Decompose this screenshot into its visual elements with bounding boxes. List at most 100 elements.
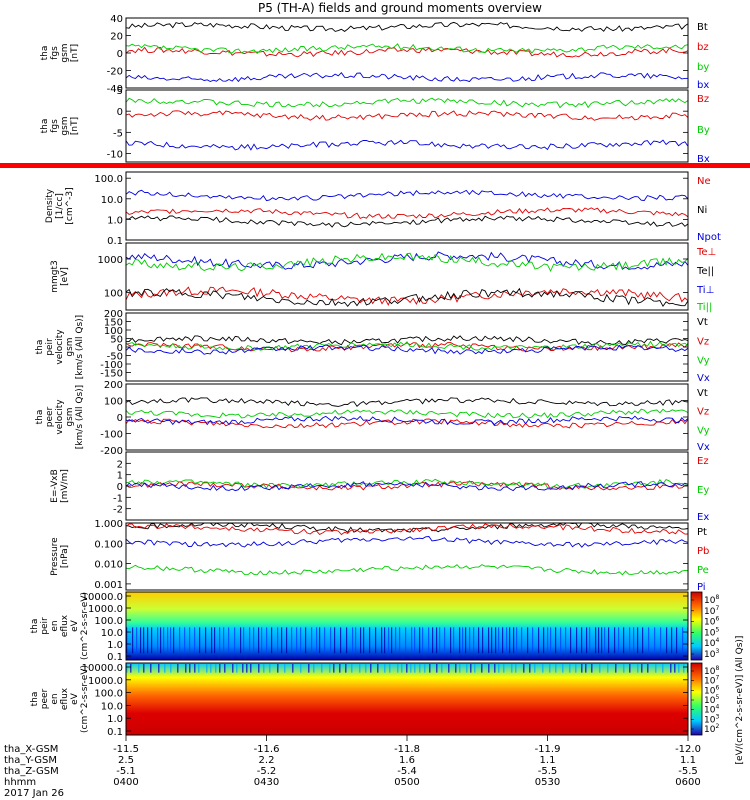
- colorbar-tick-label: 102: [704, 723, 719, 735]
- series-Ni-line: [126, 215, 689, 228]
- y-tick-label: -5: [113, 128, 123, 139]
- y-tick-label: 1000.0: [88, 604, 123, 615]
- y-tick-label: 10000.0: [82, 663, 123, 674]
- x-row-value: -11.5: [113, 744, 139, 755]
- y-axis-label: [nPa]: [60, 545, 70, 568]
- y-axis-label: tha: [30, 692, 40, 707]
- y-axis-label: Density: [45, 188, 55, 223]
- x-row-value: 0430: [254, 777, 279, 788]
- series-Pi-line: [125, 536, 689, 548]
- y-tick-label: 100.0: [94, 616, 123, 627]
- colorbar-bar: [690, 591, 703, 661]
- y-axis-label: peir: [40, 617, 50, 635]
- y-axis-label: (cm^2-s-sr-eV): [80, 592, 90, 660]
- legend-Bx: Bx: [697, 154, 710, 165]
- y-axis-label: tha: [35, 340, 45, 355]
- legend-Vy: Vy: [697, 356, 710, 367]
- series-by-line: [125, 43, 689, 55]
- legend-Pe: Pe: [697, 565, 709, 576]
- y-tick-label: 5: [117, 86, 123, 97]
- x-row-label: tha_Y-GSM: [4, 755, 57, 766]
- y-tick-label: 10.0: [101, 628, 123, 639]
- x-date-label: 2017 Jan 26: [4, 788, 64, 799]
- x-row-value: 1.1: [540, 755, 556, 766]
- y-tick-label: 0.100: [94, 539, 123, 550]
- series-Vt-line: [125, 397, 689, 407]
- panel-frame: [125, 591, 689, 661]
- y-tick-label: -100: [100, 360, 123, 371]
- y-tick-label: -150: [100, 369, 123, 380]
- y-axis-label: eV: [70, 692, 80, 705]
- panel-7: Ez Ey Ex 210-1-2 E=-VxB [mV/m]: [50, 451, 709, 523]
- y-tick-label: -50: [107, 352, 123, 363]
- panel-6: Vt Vz Vy Vx 200 100 0 -100 -200 tha peer velocity gs…: [35, 380, 710, 457]
- x-row-value: -5.5: [538, 766, 558, 777]
- x-row-value: -5.5: [678, 766, 698, 777]
- legend-bx: bx: [697, 80, 709, 91]
- y-tick-label: 20: [110, 32, 123, 43]
- x-axis-block: tha_X-GSM -11.5 -11.6 -11.8 -11.9 -12.0 tha_Y-…: [4, 735, 701, 799]
- y-axis-label: [nT]: [70, 44, 80, 62]
- y-axis-label: tha: [40, 119, 50, 134]
- panel-4: Te⊥ Te|| Ti⊥ Ti|| 1000 100 mmgt3 [eV]: [50, 242, 716, 313]
- panel-frame: [125, 171, 689, 241]
- x-row-value: 2.2: [259, 755, 275, 766]
- y-axis-label: (cm^2-s-sr-eV): [80, 665, 90, 733]
- legend-Vt: Vt: [697, 388, 708, 399]
- y-tick-label: 0.1: [107, 236, 123, 247]
- series-Vx-line: [125, 415, 689, 426]
- y-axis-label: [mV/m]: [60, 469, 70, 503]
- series-Ey-line: [125, 478, 689, 489]
- x-row-value: -5.1: [116, 766, 136, 777]
- y-axis-label: eV: [70, 619, 80, 632]
- y-tick-label: -1: [113, 493, 123, 504]
- separator-band: [0, 163, 750, 168]
- x-row-value: 1.1: [680, 755, 696, 766]
- y-tick-label: 1000: [98, 255, 123, 266]
- y-axis-label: gsm: [60, 116, 70, 135]
- y-tick-label: 200: [104, 309, 123, 320]
- legend-Pi: Pi: [697, 582, 706, 593]
- colorbar-bar: [690, 662, 703, 736]
- legend-Bt: Bt: [697, 22, 708, 33]
- y-axis-label: Pressure: [50, 537, 60, 576]
- y-tick-label: 100: [104, 288, 123, 299]
- x-row-value: 0400: [113, 777, 138, 788]
- series-Ex-line: [125, 481, 689, 492]
- y-tick-label: 10.0: [101, 701, 123, 712]
- y-tick-label: -100: [100, 430, 123, 441]
- x-row-label: tha_Z-GSM: [4, 766, 59, 777]
- series-Bt-line: [125, 21, 689, 32]
- y-tick-label: 1.000: [94, 519, 123, 530]
- y-tick-label: 0.001: [94, 580, 123, 591]
- y-axis-label: gsm: [65, 337, 75, 356]
- y-tick-label: 10.0: [101, 195, 123, 206]
- x-row-label: hhmm: [4, 777, 36, 788]
- legend-Te⊥: Te⊥: [696, 247, 716, 258]
- series-Bz-line: [125, 110, 689, 121]
- y-axis-label: peer: [40, 688, 50, 709]
- y-tick-label: 150: [104, 318, 123, 329]
- y-axis-label: tha: [30, 619, 40, 634]
- panel-frame: [125, 522, 689, 591]
- y-tick-label: 1.0: [107, 714, 123, 725]
- y-tick-label: 100: [104, 326, 123, 337]
- y-axis-label: gsm: [60, 43, 70, 62]
- spectrogram: [126, 592, 688, 660]
- spectrogram-streaks: [126, 627, 689, 654]
- y-tick-label: 40: [110, 14, 123, 25]
- legend-Ne: Ne: [697, 176, 711, 187]
- y-tick-label: 0: [117, 49, 123, 60]
- legend-Ez: Ez: [697, 456, 709, 467]
- series-Ti||-line: [125, 252, 689, 273]
- series-Vz-line: [125, 418, 689, 429]
- series-Bx-line: [125, 139, 689, 151]
- x-row-value: 2.5: [118, 755, 134, 766]
- series-Vy-line: [125, 340, 689, 352]
- y-tick-label: 200: [104, 380, 123, 391]
- y-tick-label: 0: [117, 343, 123, 354]
- colorbar-label: [eV/(cm^2-s-sr-eV)] (All Qs)]: [735, 636, 745, 765]
